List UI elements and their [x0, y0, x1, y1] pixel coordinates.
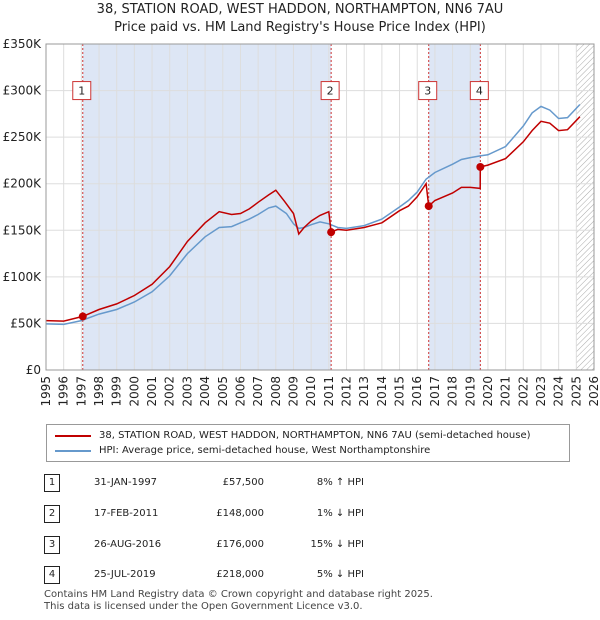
transaction-price: £176,000 [216, 539, 264, 550]
x-tick-label: 2021 [499, 376, 513, 407]
chart-title-line1: 38, STATION ROAD, WEST HADDON, NORTHAMPT… [96, 2, 504, 17]
footer-copyright: Contains HM Land Registry data © Crown c… [44, 589, 433, 600]
y-tick-label: £100K [3, 270, 43, 284]
future-hatch [576, 44, 594, 370]
transaction-label-box [320, 81, 340, 101]
transaction-hpi-diff: 5% ↓ HPI [316, 569, 364, 580]
table-row: 4 25-JUL-2019 £218,000 5% ↓ HPI [44, 566, 600, 584]
x-tick-label: 2011 [322, 376, 336, 407]
transaction-label: 1 [78, 85, 85, 98]
x-tick-label: 2015 [393, 376, 407, 407]
x-tick-label: 1997 [74, 376, 88, 407]
legend-line-property [55, 435, 91, 437]
x-tick-label: 1996 [57, 376, 71, 407]
x-tick-label: 2025 [569, 376, 583, 407]
x-tick-label: 1998 [92, 376, 106, 407]
transaction-date: 31-JAN-1997 [94, 477, 158, 488]
footer: Contains HM Land Registry data © Crown c… [44, 589, 433, 613]
y-tick-label: £350K [3, 37, 43, 51]
x-tick-label: 2001 [145, 376, 159, 407]
table-row: 1 31-JAN-1997 £57,500 8% ↑ HPI [44, 474, 600, 492]
legend-label-hpi: HPI: Average price, semi-detached house,… [99, 445, 431, 456]
plot-frame [45, 43, 595, 371]
x-tick-label: 2006 [233, 376, 247, 407]
x-tick-label: 2004 [198, 376, 212, 407]
table-row: 2 17-FEB-2011 £148,000 1% ↓ HPI [44, 505, 600, 523]
x-tick-label: 2009 [286, 376, 300, 407]
x-tick-label: 2019 [463, 376, 477, 407]
x-tick-label: 2022 [516, 376, 530, 407]
footer-licence: This data is licensed under the Open Gov… [44, 601, 363, 612]
x-tick-label: 2018 [446, 376, 460, 407]
y-tick-label: £250K [3, 130, 43, 144]
x-tick-label: 2020 [481, 376, 495, 407]
transaction-date: 17-FEB-2011 [94, 508, 159, 519]
x-tick-label: 1999 [110, 376, 124, 407]
transaction-label-box [418, 81, 438, 101]
transaction-hpi-diff: 8% ↑ HPI [316, 477, 364, 488]
transaction-label: 4 [476, 85, 483, 98]
transaction-number: 2 [44, 505, 60, 523]
x-tick-label: 2003 [180, 376, 194, 407]
hpi-series-line [45, 103, 581, 326]
shaded-period-1 [82, 44, 332, 370]
transaction-hpi-diff: 15% ↓ HPI [310, 539, 364, 550]
transaction-number: 3 [44, 536, 60, 554]
transaction-point [424, 202, 433, 211]
transaction-price: £148,000 [216, 508, 264, 519]
transaction-point [327, 228, 336, 237]
transaction-hpi-diff: 1% ↓ HPI [316, 508, 364, 519]
chart-title-line2: Price paid vs. HM Land Registry's House … [114, 20, 486, 35]
transaction-date: 26-AUG-2016 [94, 539, 162, 550]
x-tick-label: 2024 [552, 376, 566, 407]
transaction-label-box [72, 81, 92, 101]
y-tick-label: £300K [3, 84, 43, 98]
y-tick-label: £0 [26, 363, 41, 377]
y-tick-label: £50K [10, 316, 42, 330]
x-tick-label: 2012 [340, 376, 354, 407]
x-tick-label: 2010 [304, 376, 318, 407]
x-tick-label: 2017 [428, 376, 442, 407]
transaction-label: 2 [327, 85, 334, 98]
chart-legend: 38, STATION ROAD, WEST HADDON, NORTHAMPT… [46, 424, 570, 462]
transaction-price: £57,500 [222, 477, 264, 488]
y-tick-label: £200K [3, 177, 43, 191]
transaction-point [476, 162, 485, 171]
x-tick-label: 2005 [216, 376, 230, 407]
transaction-label-box [469, 81, 489, 101]
x-tick-label: 2013 [357, 376, 371, 407]
y-tick-label: £150K [3, 223, 43, 237]
x-tick-label: 2008 [269, 376, 283, 407]
x-tick-label: 2007 [251, 376, 265, 407]
transaction-number: 4 [44, 566, 60, 584]
x-tick-label: 2002 [163, 376, 177, 407]
transaction-number: 1 [44, 474, 60, 492]
table-row: 3 26-AUG-2016 £176,000 15% ↓ HPI [44, 536, 600, 554]
x-tick-label: 1995 [39, 376, 53, 407]
x-tick-label: 2000 [127, 376, 141, 407]
transaction-price: £218,000 [216, 569, 264, 580]
legend-line-hpi [55, 450, 91, 452]
legend-label-property: 38, STATION ROAD, WEST HADDON, NORTHAMPT… [99, 430, 531, 441]
x-tick-label: 2026 [587, 376, 600, 407]
price-chart: £0 £50K £100K £150K £200K £250K £300K £350K 1995… [3, 37, 600, 407]
x-tick-label: 2016 [410, 376, 424, 407]
transaction-point [78, 312, 87, 321]
x-tick-label: 2014 [375, 376, 389, 407]
transaction-label: 3 [424, 85, 431, 98]
x-tick-label: 2023 [534, 376, 548, 407]
transaction-date: 25-JUL-2019 [94, 569, 156, 580]
